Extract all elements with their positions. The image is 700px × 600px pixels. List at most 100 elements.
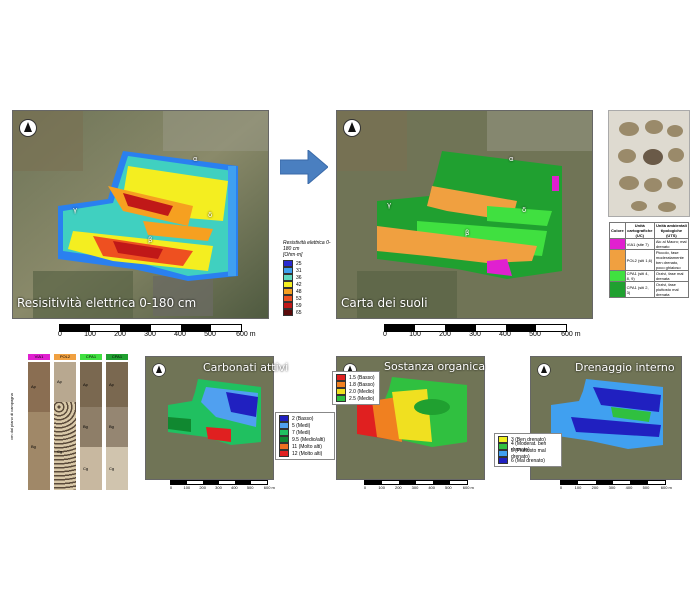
map-title: Drenaggio interno — [575, 361, 675, 374]
profile-header: POL2 — [54, 354, 76, 360]
legend-item: 4 (Moderat. ben drenato) — [498, 440, 558, 453]
color-cell — [609, 270, 626, 282]
scale-tick-label: 0 — [363, 485, 367, 490]
map-title: Sostanza organica — [384, 360, 486, 373]
legend-swatch — [283, 309, 293, 316]
legend-item: 31 — [283, 267, 333, 274]
legend-label: 4 (Moderat. ben drenato) — [511, 440, 547, 453]
legend-swatch — [283, 274, 293, 281]
resistivity-legend: Resistività elettrica 0-180 cm [Ohm·m] 2… — [283, 240, 333, 316]
legend-swatch — [279, 443, 289, 450]
legend-label: 5 (Medi) — [292, 422, 311, 429]
horizon-label: Bg — [31, 444, 36, 449]
legend-label: 1.8 (Basso) — [349, 381, 375, 388]
scale-tick-label: 500 — [246, 485, 254, 490]
carbonati-map-image — [146, 357, 273, 479]
scale-tick-label: 300 — [469, 331, 481, 338]
legend-label: 36 — [296, 274, 302, 281]
legend-swatch — [283, 288, 293, 295]
legend-swatch — [336, 395, 346, 402]
legend-swatch — [279, 450, 289, 457]
legend-item: 9.5 (Medio/alti) — [279, 436, 331, 443]
scale-tick-label: 200 — [394, 485, 402, 490]
scale-tick-label: 300 — [608, 485, 616, 490]
soil-samples-photo — [608, 110, 690, 217]
profile-header: CPA1 — [106, 354, 128, 360]
map-title: Carta dei suoli — [341, 296, 428, 310]
uc-cell: POL2 (siti 1,6) — [624, 249, 655, 271]
scale-tick-label: 400 — [174, 331, 186, 338]
scale-tick-label: 100 — [183, 485, 191, 490]
scale-tick-label: 500 — [204, 331, 216, 338]
scale-tick-label: 100 — [574, 485, 582, 490]
legend-item: 1.8 (Basso) — [336, 381, 376, 388]
horizon-label: Cg — [109, 466, 115, 471]
legend-item: 3 (Ben drenato) — [498, 436, 558, 443]
map-title: Carbonati attivi — [203, 361, 289, 374]
legend-swatch — [498, 457, 508, 464]
legend-item: 42 — [283, 281, 333, 288]
scale-tick-label: 200 — [199, 485, 206, 490]
horizon-label: Ap — [31, 384, 36, 389]
legend-swatch — [336, 381, 346, 388]
legend-swatch — [283, 302, 293, 309]
legend-unit: [Ohm·m] — [283, 252, 303, 258]
horizon-label: Ap — [83, 382, 88, 387]
scale-tick-label: 600 m — [263, 485, 275, 490]
scale-bar — [560, 480, 666, 485]
north-arrow-icon — [19, 119, 37, 137]
uc-cell: CPA1 (siti 4, 8, 9) — [624, 270, 655, 282]
scale-tick-label: 600 m — [561, 331, 581, 338]
profile-axis-label: cm dal piano di campagna — [8, 393, 14, 440]
legend-swatch — [279, 422, 289, 429]
uts-cell: Orzivi, fase piuttosto mal drenata — [653, 281, 690, 298]
uc-cell: CPA1 (siti 2, 3) — [624, 281, 655, 298]
north-arrow-icon — [537, 363, 551, 377]
arrow-right-icon — [280, 150, 328, 184]
scale-tick-label: 600 m — [462, 485, 474, 490]
legend-swatch — [279, 429, 289, 436]
legend-swatch — [498, 436, 508, 443]
legend-label: 11 (Molto alti) — [292, 443, 322, 450]
profile-header: VIA1 — [28, 354, 50, 360]
soil-units-table: Colore Unità cartografiche (UC) Unità am… — [609, 222, 690, 298]
drenaggio-legend: 3 (Ben drenato) 4 (Moderat. ben drenato) 5… — [494, 433, 562, 467]
color-cell — [609, 281, 626, 298]
scale-tick-label: 500 — [642, 485, 650, 490]
uts-cell: Orzivi, fase mal drenata — [653, 270, 690, 282]
legend-item: 7 (Medi) — [279, 429, 331, 436]
zone-label: α — [193, 155, 198, 163]
zone-label: α — [509, 155, 514, 163]
scale-tick-label: 300 — [144, 331, 156, 338]
legend-label: 59 — [296, 302, 302, 309]
horizon-label: Ap — [109, 382, 114, 387]
color-cell — [609, 238, 626, 250]
sostanza-organica-map — [336, 356, 485, 480]
scale-tick-label: 200 — [439, 331, 451, 338]
scale-tick-label: 100 — [409, 331, 421, 338]
legend-item: 65 — [283, 309, 333, 316]
legend-item: 48 — [283, 288, 333, 295]
uts-cell: Piccolo, fase moderatamente ben drenato,… — [653, 249, 690, 271]
zone-label: δ — [208, 211, 213, 219]
legend-swatch — [283, 281, 293, 288]
legend-label: 5 (Piuttosto mal drenato) — [511, 447, 546, 460]
uts-cell: Aic al Macro; mal drenato — [653, 238, 690, 250]
scale-tick-label: 400 — [625, 485, 633, 490]
legend-label: 9.5 (Medio/alti) — [292, 436, 326, 443]
legend-item: 11 (Molto alti) — [279, 443, 331, 450]
scale-tick-label: 300 — [411, 485, 419, 490]
sostanza-organica-map-image — [337, 357, 484, 479]
soil-profiles: cm dal piano di campagna VIA1 Ap Bg POL2… — [8, 354, 130, 490]
soil-map-image — [337, 111, 592, 318]
legend-title: Resistività elettrica 0-180 cm — [283, 240, 331, 252]
table-header: Unità ambientali tipologiche (UTS) — [653, 222, 690, 239]
legend-label: 42 — [296, 281, 302, 288]
scale-tick-label: 400 — [230, 485, 238, 490]
legend-swatch — [283, 260, 293, 267]
map-title: Resisitività elettrica 0-180 cm — [17, 296, 197, 310]
drenaggio-map — [530, 356, 682, 480]
legend-label: 65 — [296, 309, 302, 316]
horizon-label: Bg — [83, 424, 88, 429]
scale-tick-label: 0 — [169, 485, 173, 490]
